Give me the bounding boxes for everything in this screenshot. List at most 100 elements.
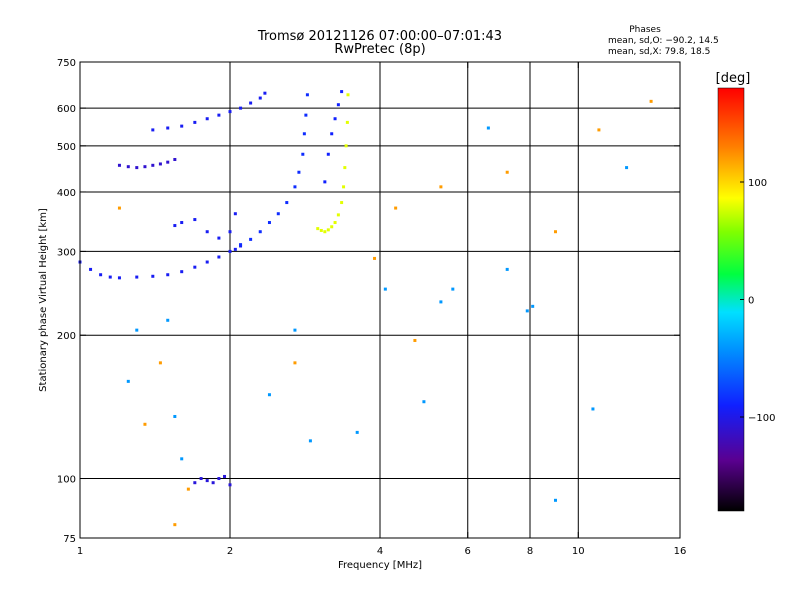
data-point xyxy=(143,422,147,426)
data-point xyxy=(276,212,280,216)
data-point xyxy=(330,132,334,136)
data-point xyxy=(173,414,177,418)
data-points xyxy=(78,90,653,527)
data-point xyxy=(166,318,170,322)
data-point xyxy=(126,379,130,383)
data-point xyxy=(211,481,215,485)
data-point xyxy=(422,400,426,404)
data-point xyxy=(117,163,121,167)
x-tick-label: 8 xyxy=(527,546,533,557)
data-point xyxy=(263,91,267,95)
data-point xyxy=(180,124,184,128)
y-axis: 75 100 200 300 400 500 600 750 xyxy=(57,58,680,545)
chart-subtitle: RwPretec (8p) xyxy=(334,42,425,57)
x-tick-label: 6 xyxy=(465,546,471,557)
data-point xyxy=(346,93,350,97)
data-point xyxy=(186,487,190,491)
data-point xyxy=(394,206,398,210)
data-point xyxy=(151,163,155,167)
data-point xyxy=(267,393,271,397)
data-point xyxy=(343,166,347,170)
data-point xyxy=(228,230,232,234)
data-point xyxy=(205,230,209,234)
data-point xyxy=(135,328,139,332)
data-point xyxy=(193,265,197,269)
data-point xyxy=(193,481,197,485)
data-point xyxy=(333,221,337,225)
data-point xyxy=(505,267,509,271)
y-tick-label: 750 xyxy=(57,58,76,69)
y-tick-label: 200 xyxy=(57,331,76,342)
data-point xyxy=(258,96,262,100)
data-point xyxy=(336,103,340,107)
colorbar-tick-label: 0 xyxy=(748,296,754,307)
data-point xyxy=(323,180,327,184)
grid-lines xyxy=(80,62,680,538)
data-point xyxy=(525,309,529,313)
data-point xyxy=(373,256,377,260)
data-point xyxy=(173,523,177,527)
colorbar-tick-label: −100 xyxy=(748,413,775,424)
data-point xyxy=(205,479,209,483)
data-point xyxy=(199,477,203,481)
data-point xyxy=(117,276,121,280)
colorbar-tick-label: 100 xyxy=(748,178,767,189)
data-point xyxy=(228,483,232,487)
data-point xyxy=(505,170,509,174)
data-point xyxy=(173,224,177,228)
y-tick-label: 400 xyxy=(57,188,76,199)
x-axis: 1 2 4 6 8 10 16 xyxy=(77,62,687,557)
data-point xyxy=(166,273,170,277)
data-point xyxy=(166,126,170,130)
x-tick-label: 16 xyxy=(674,546,687,557)
data-point xyxy=(180,270,184,274)
data-point xyxy=(249,101,253,105)
data-point xyxy=(166,160,170,164)
data-point xyxy=(223,474,227,478)
colorbar-ticks: 100 0 −100 xyxy=(740,178,775,424)
data-point xyxy=(326,152,330,156)
data-point xyxy=(330,225,334,229)
data-point xyxy=(333,117,337,121)
y-axis-label: Stationary phase Virtual Height [km] xyxy=(38,208,49,392)
y-tick-label: 600 xyxy=(57,104,76,115)
data-point xyxy=(285,201,289,205)
chart-title: Tromsø 20121126 07:00:00–07:01:43 xyxy=(257,29,502,44)
stats-heading: Phases xyxy=(629,25,661,35)
data-point xyxy=(553,498,557,502)
data-point xyxy=(89,267,93,271)
data-point xyxy=(143,165,147,169)
data-point xyxy=(180,457,184,461)
data-point xyxy=(239,243,243,247)
data-point xyxy=(451,287,455,291)
data-point xyxy=(205,260,209,264)
colorbar-label: [deg] xyxy=(716,71,751,86)
data-point xyxy=(151,274,155,278)
stats-line-x: mean, sd,X: 79.8, 18.5 xyxy=(608,47,710,57)
data-point xyxy=(180,221,184,225)
data-point xyxy=(158,162,162,166)
data-point xyxy=(117,206,121,210)
data-point xyxy=(135,275,139,279)
data-point xyxy=(258,230,262,234)
y-tick-label: 100 xyxy=(57,475,76,486)
data-point xyxy=(531,304,535,308)
data-point xyxy=(233,212,237,216)
data-point xyxy=(108,275,112,279)
data-point xyxy=(228,249,232,253)
data-point xyxy=(355,430,359,434)
data-point xyxy=(304,113,308,117)
data-point xyxy=(308,439,312,443)
data-point xyxy=(486,126,490,130)
data-point xyxy=(233,247,237,251)
data-point xyxy=(326,228,330,232)
y-tick-label: 300 xyxy=(57,247,76,258)
colorbar xyxy=(717,87,745,512)
data-point xyxy=(302,132,306,136)
data-point xyxy=(305,93,309,97)
data-point xyxy=(217,477,221,481)
data-point xyxy=(323,230,327,234)
data-point xyxy=(625,166,629,170)
data-point xyxy=(649,99,653,103)
data-point xyxy=(205,117,209,121)
